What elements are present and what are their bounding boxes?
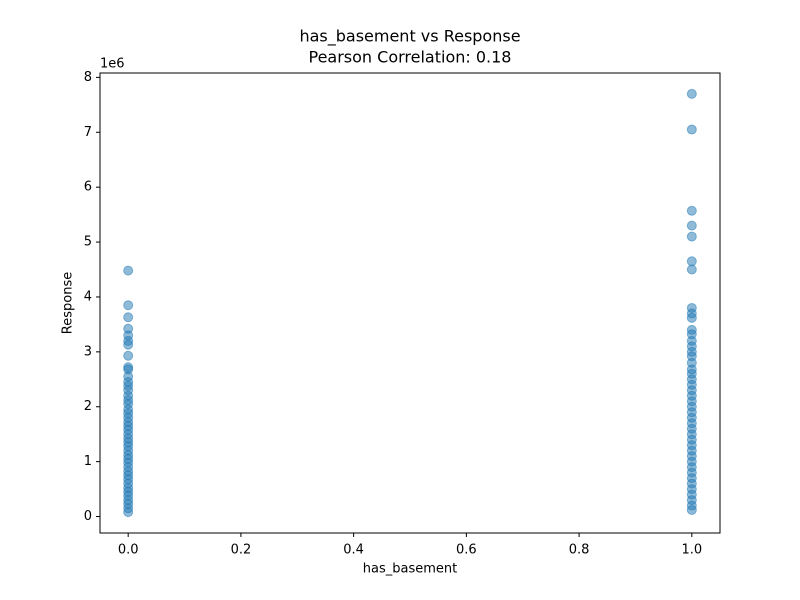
x-tick-label: 0.2 — [231, 543, 252, 558]
point — [686, 264, 697, 275]
point — [686, 220, 697, 231]
plot-frame — [99, 72, 721, 534]
y-tick-label: 2 — [84, 399, 92, 414]
x-axis-label: has_basement — [363, 562, 457, 577]
y-tick-label: 1 — [84, 454, 92, 469]
x-tick-label: 0.0 — [118, 543, 139, 558]
point — [123, 312, 134, 323]
point — [123, 350, 134, 361]
x-tick-label: 1.0 — [681, 543, 702, 558]
x-tick-label: 0.4 — [343, 543, 364, 558]
point — [686, 504, 697, 515]
point — [686, 231, 697, 242]
chart-subtitle: Pearson Correlation: 0.18 — [309, 48, 512, 67]
y-offset-label: 1e6 — [100, 57, 125, 72]
point — [123, 507, 134, 518]
y-tick-label: 0 — [84, 509, 92, 524]
point — [123, 339, 134, 350]
chart-title: has_basement vs Response — [299, 27, 520, 47]
point — [686, 312, 697, 323]
point — [686, 88, 697, 99]
point — [686, 124, 697, 135]
point — [123, 300, 134, 311]
point — [686, 205, 697, 216]
y-tick-label: 3 — [84, 344, 92, 359]
x-tick-label: 0.6 — [456, 543, 477, 558]
y-tick-label: 5 — [84, 235, 92, 250]
y-tick-label: 4 — [84, 289, 92, 304]
y-axis-label: Response — [61, 272, 76, 334]
y-tick-label: 6 — [84, 180, 92, 195]
y-tick-label: 8 — [84, 70, 92, 85]
x-tick-label: 0.8 — [569, 543, 590, 558]
point — [686, 256, 697, 267]
y-tick-label: 7 — [84, 125, 92, 140]
point — [123, 265, 134, 276]
